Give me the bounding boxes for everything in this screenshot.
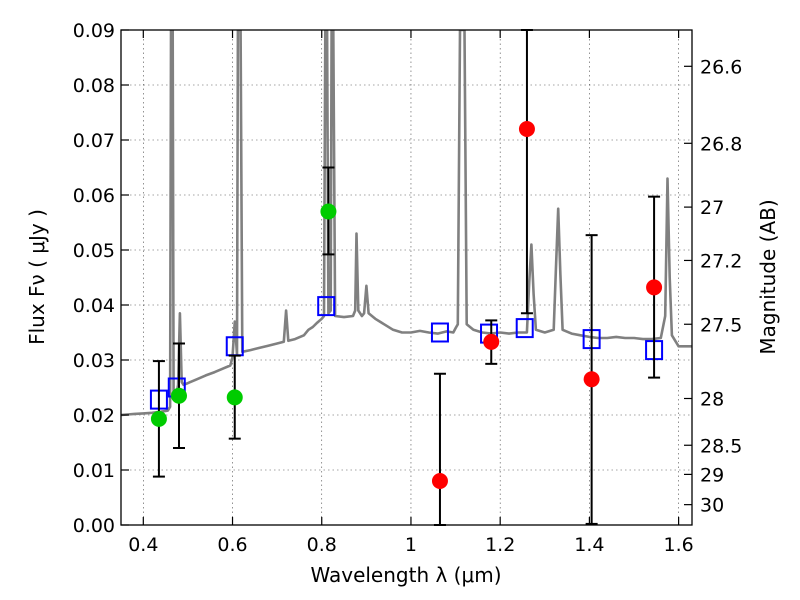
plot-area (121, 29, 692, 526)
observed-point (646, 279, 663, 296)
x-tick-label: 1 (405, 534, 417, 556)
y-tick-label: 0.08 (73, 75, 115, 97)
tick-layer: 0.4 0.6 0.8 1 1.2 1.4 1.6 0.00 0.01 0.02 0.03 0.04 0… (73, 20, 743, 556)
right-tick-label: 27 (700, 197, 724, 219)
observed-point (320, 203, 337, 220)
y-tick-label: 0.05 (73, 240, 115, 262)
y-tick-label: 0.03 (73, 350, 115, 372)
observed-point (583, 371, 600, 388)
x-tick-label: 0.8 (307, 534, 337, 556)
y-tick-label: 0.06 (73, 185, 115, 207)
y-tick-label: 0.09 (73, 20, 115, 42)
x-tick-label: 0.4 (128, 534, 158, 556)
plot-frame (120, 29, 693, 526)
observed-point (170, 387, 187, 404)
spectrum-line (121, 30, 692, 417)
y-axis-title: Flux Fν ( μJy ) (25, 209, 49, 345)
y-tick-label: 0.00 (73, 515, 115, 537)
y-axis-right-title: Magnitude (AB) (756, 199, 780, 354)
right-tick-label: 28.5 (700, 435, 742, 457)
observed-point (483, 333, 500, 350)
model-photometry-square (515, 318, 534, 339)
y-tick-label: 0.01 (73, 460, 115, 482)
right-tick-label: 30 (700, 495, 724, 517)
observed-point (226, 389, 243, 406)
observed-point (518, 121, 535, 137)
y-tick-label: 0.04 (73, 295, 115, 317)
observed-point (431, 473, 448, 489)
x-axis-title: Wavelength λ (μm) (310, 563, 501, 587)
model-photometry-square (430, 322, 449, 343)
x-tick-label: 1.6 (664, 534, 694, 556)
observed-point (150, 410, 167, 427)
right-tick-label: 27.2 (700, 250, 742, 272)
y-tick-label: 0.07 (73, 130, 115, 152)
x-tick-label: 1.2 (485, 534, 515, 556)
right-tick-label: 29 (700, 464, 724, 486)
right-tick-label: 26.6 (700, 56, 742, 78)
x-tick-label: 0.6 (217, 534, 247, 556)
model-photometry-square (317, 296, 336, 317)
x-tick-label: 1.4 (574, 534, 604, 556)
right-tick-label: 28 (700, 389, 724, 411)
right-tick-label: 27.5 (700, 314, 742, 336)
y-tick-label: 0.02 (73, 405, 115, 427)
right-tick-label: 26.8 (700, 133, 742, 155)
grid-layer (121, 30, 692, 525)
